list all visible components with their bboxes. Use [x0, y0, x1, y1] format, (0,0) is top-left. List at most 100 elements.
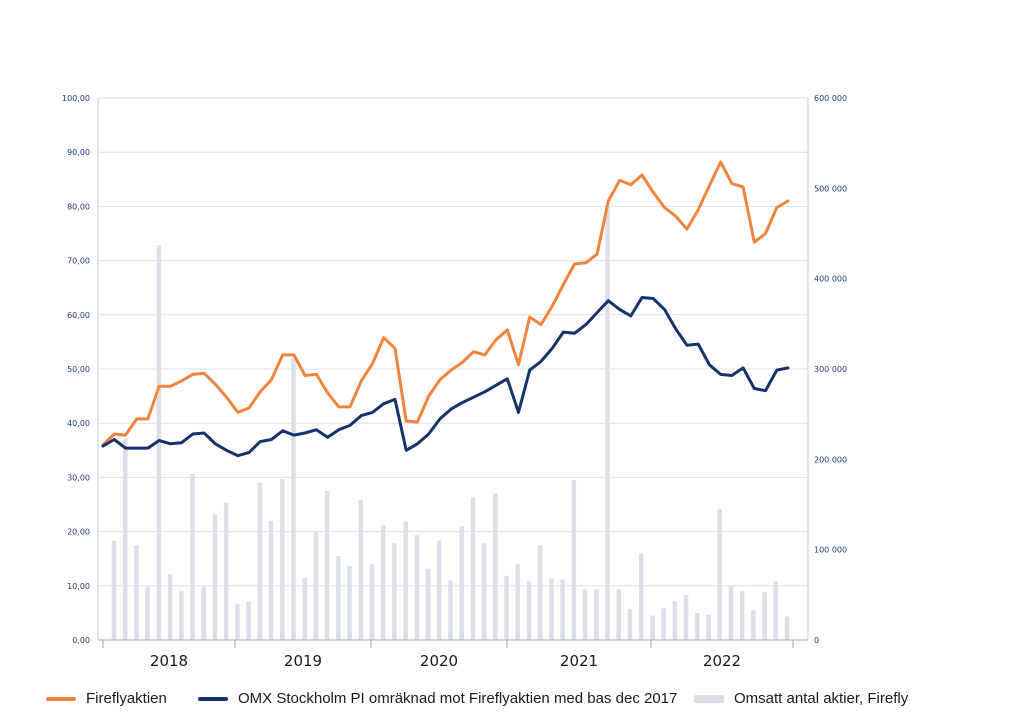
volume-bar: [605, 206, 610, 640]
series-line-firefly: [101, 160, 790, 447]
y-left-tick-label: 10,00: [67, 582, 90, 591]
y-right-tick-label: 500 000: [814, 184, 847, 193]
series-line-omx: [101, 296, 790, 458]
volume-bar: [784, 616, 790, 640]
volume-bar: [762, 592, 767, 640]
y-left-tick-label: 30,00: [67, 473, 90, 482]
volume-bar: [717, 509, 722, 640]
volume-bar: [302, 577, 307, 640]
y-right-tick-label: 400 000: [814, 275, 847, 284]
y-left-tick-label: 20,00: [67, 528, 90, 537]
y-right-tick-label: 0: [814, 636, 819, 645]
volume-bar: [414, 535, 420, 640]
y-right-tick-label: 300 000: [814, 365, 847, 374]
volume-bar: [313, 531, 319, 640]
y-left-tick-label: 90,00: [67, 148, 90, 157]
volume-bar: [448, 580, 453, 640]
legend-item-omx: OMX Stockholm PI omräknad mot Fireflyakt…: [198, 690, 677, 707]
volume-bar: [582, 589, 588, 640]
volume-bar: [470, 497, 476, 640]
x-tick-label: 2022: [703, 652, 741, 670]
legend-item-firefly: Fireflyaktien: [46, 690, 167, 707]
x-tick-label: 2020: [420, 652, 458, 670]
volume-bars: [111, 206, 790, 640]
volume-bar: [515, 564, 521, 640]
volume-bar: [594, 589, 599, 640]
volume-bar: [526, 581, 532, 640]
volume-bar: [122, 438, 128, 640]
volume-bar: [459, 526, 464, 640]
volume-bar: [504, 575, 509, 640]
volume-bar: [481, 543, 487, 640]
x-tick-label: 2018: [150, 652, 188, 670]
volume-bar: [560, 579, 565, 640]
y-right-tick-label: 100 000: [814, 546, 847, 555]
volume-bar: [695, 612, 700, 640]
volume-bar: [683, 594, 689, 640]
volume-bar: [616, 589, 621, 640]
legend-label-firefly: Fireflyaktien: [86, 690, 167, 707]
y-left-tick-label: 60,00: [67, 311, 90, 320]
volume-bar: [392, 543, 397, 640]
volume-bar: [739, 591, 745, 640]
volume-bar: [156, 245, 162, 640]
grid: [98, 97, 808, 587]
volume-bar: [347, 565, 352, 640]
volume-bar: [291, 358, 296, 640]
chart: 0,00 10,00 20,00 30,00 40,00 50,00 60,00 70,00 8…: [62, 94, 847, 670]
volume-bar: [145, 586, 150, 640]
volume-bar: [268, 520, 274, 640]
volume-bar: [672, 601, 678, 640]
x-tick-label: 2019: [284, 652, 322, 670]
volume-bar: [537, 545, 543, 640]
volume-bar: [437, 540, 442, 640]
y-left-tick-label: 40,00: [67, 419, 90, 428]
volume-bar: [773, 581, 779, 640]
legend-item-volume: Omsatt antal aktier, Firefly: [694, 690, 908, 707]
volume-bar: [403, 521, 408, 640]
volume-bar: [380, 525, 386, 640]
volume-bar: [190, 473, 195, 640]
volume-bar: [246, 601, 251, 640]
lines: [101, 160, 790, 458]
volume-bar: [728, 585, 734, 640]
y-left-tick-label: 70,00: [67, 257, 90, 266]
volume-bar: [212, 514, 218, 640]
x-tick-label: 2021: [560, 652, 598, 670]
volume-bar: [223, 502, 229, 640]
volume-bar: [235, 603, 240, 640]
legend-label-volume: Omsatt antal aktier, Firefly: [734, 690, 909, 707]
volume-bar: [627, 609, 633, 640]
volume-bar: [751, 610, 756, 640]
volume-bar: [706, 614, 711, 640]
y-right-tick-label: 600 000: [814, 94, 847, 103]
volume-bar: [167, 574, 173, 640]
y-left-tick-label: 80,00: [67, 202, 90, 211]
volume-bar: [571, 480, 577, 640]
volume-bar: [280, 479, 285, 640]
volume-bar: [369, 564, 375, 640]
legend-swatch-volume: [694, 694, 724, 703]
tick-labels: 0,00 10,00 20,00 30,00 40,00 50,00 60,00 70,00 8…: [62, 94, 847, 670]
legend-swatch-firefly: [46, 696, 76, 701]
y-left-tick-label: 100,00: [62, 94, 90, 103]
legend-label-omx: OMX Stockholm PI omräknad mot Fireflyakt…: [238, 690, 678, 707]
volume-bar: [650, 615, 655, 640]
volume-bar: [549, 578, 554, 640]
y-left-tick-label: 50,00: [67, 365, 90, 374]
volume-bar: [257, 482, 263, 640]
volume-bar: [179, 591, 184, 640]
y-right-tick-label: 200 000: [814, 455, 847, 464]
volume-bar: [134, 545, 139, 640]
volume-bar: [425, 568, 431, 640]
legend-swatch-omx: [198, 696, 228, 701]
y-left-tick-label: 0,00: [72, 636, 90, 645]
legend: Fireflyaktien OMX Stockholm PI omräknad …: [0, 690, 1024, 718]
volume-bar: [324, 490, 330, 640]
volume-bar: [493, 493, 498, 640]
volume-bar: [201, 586, 206, 640]
volume-bar: [638, 553, 644, 640]
volume-bar: [336, 555, 341, 640]
axes: [97, 98, 809, 648]
volume-bar: [358, 499, 364, 640]
